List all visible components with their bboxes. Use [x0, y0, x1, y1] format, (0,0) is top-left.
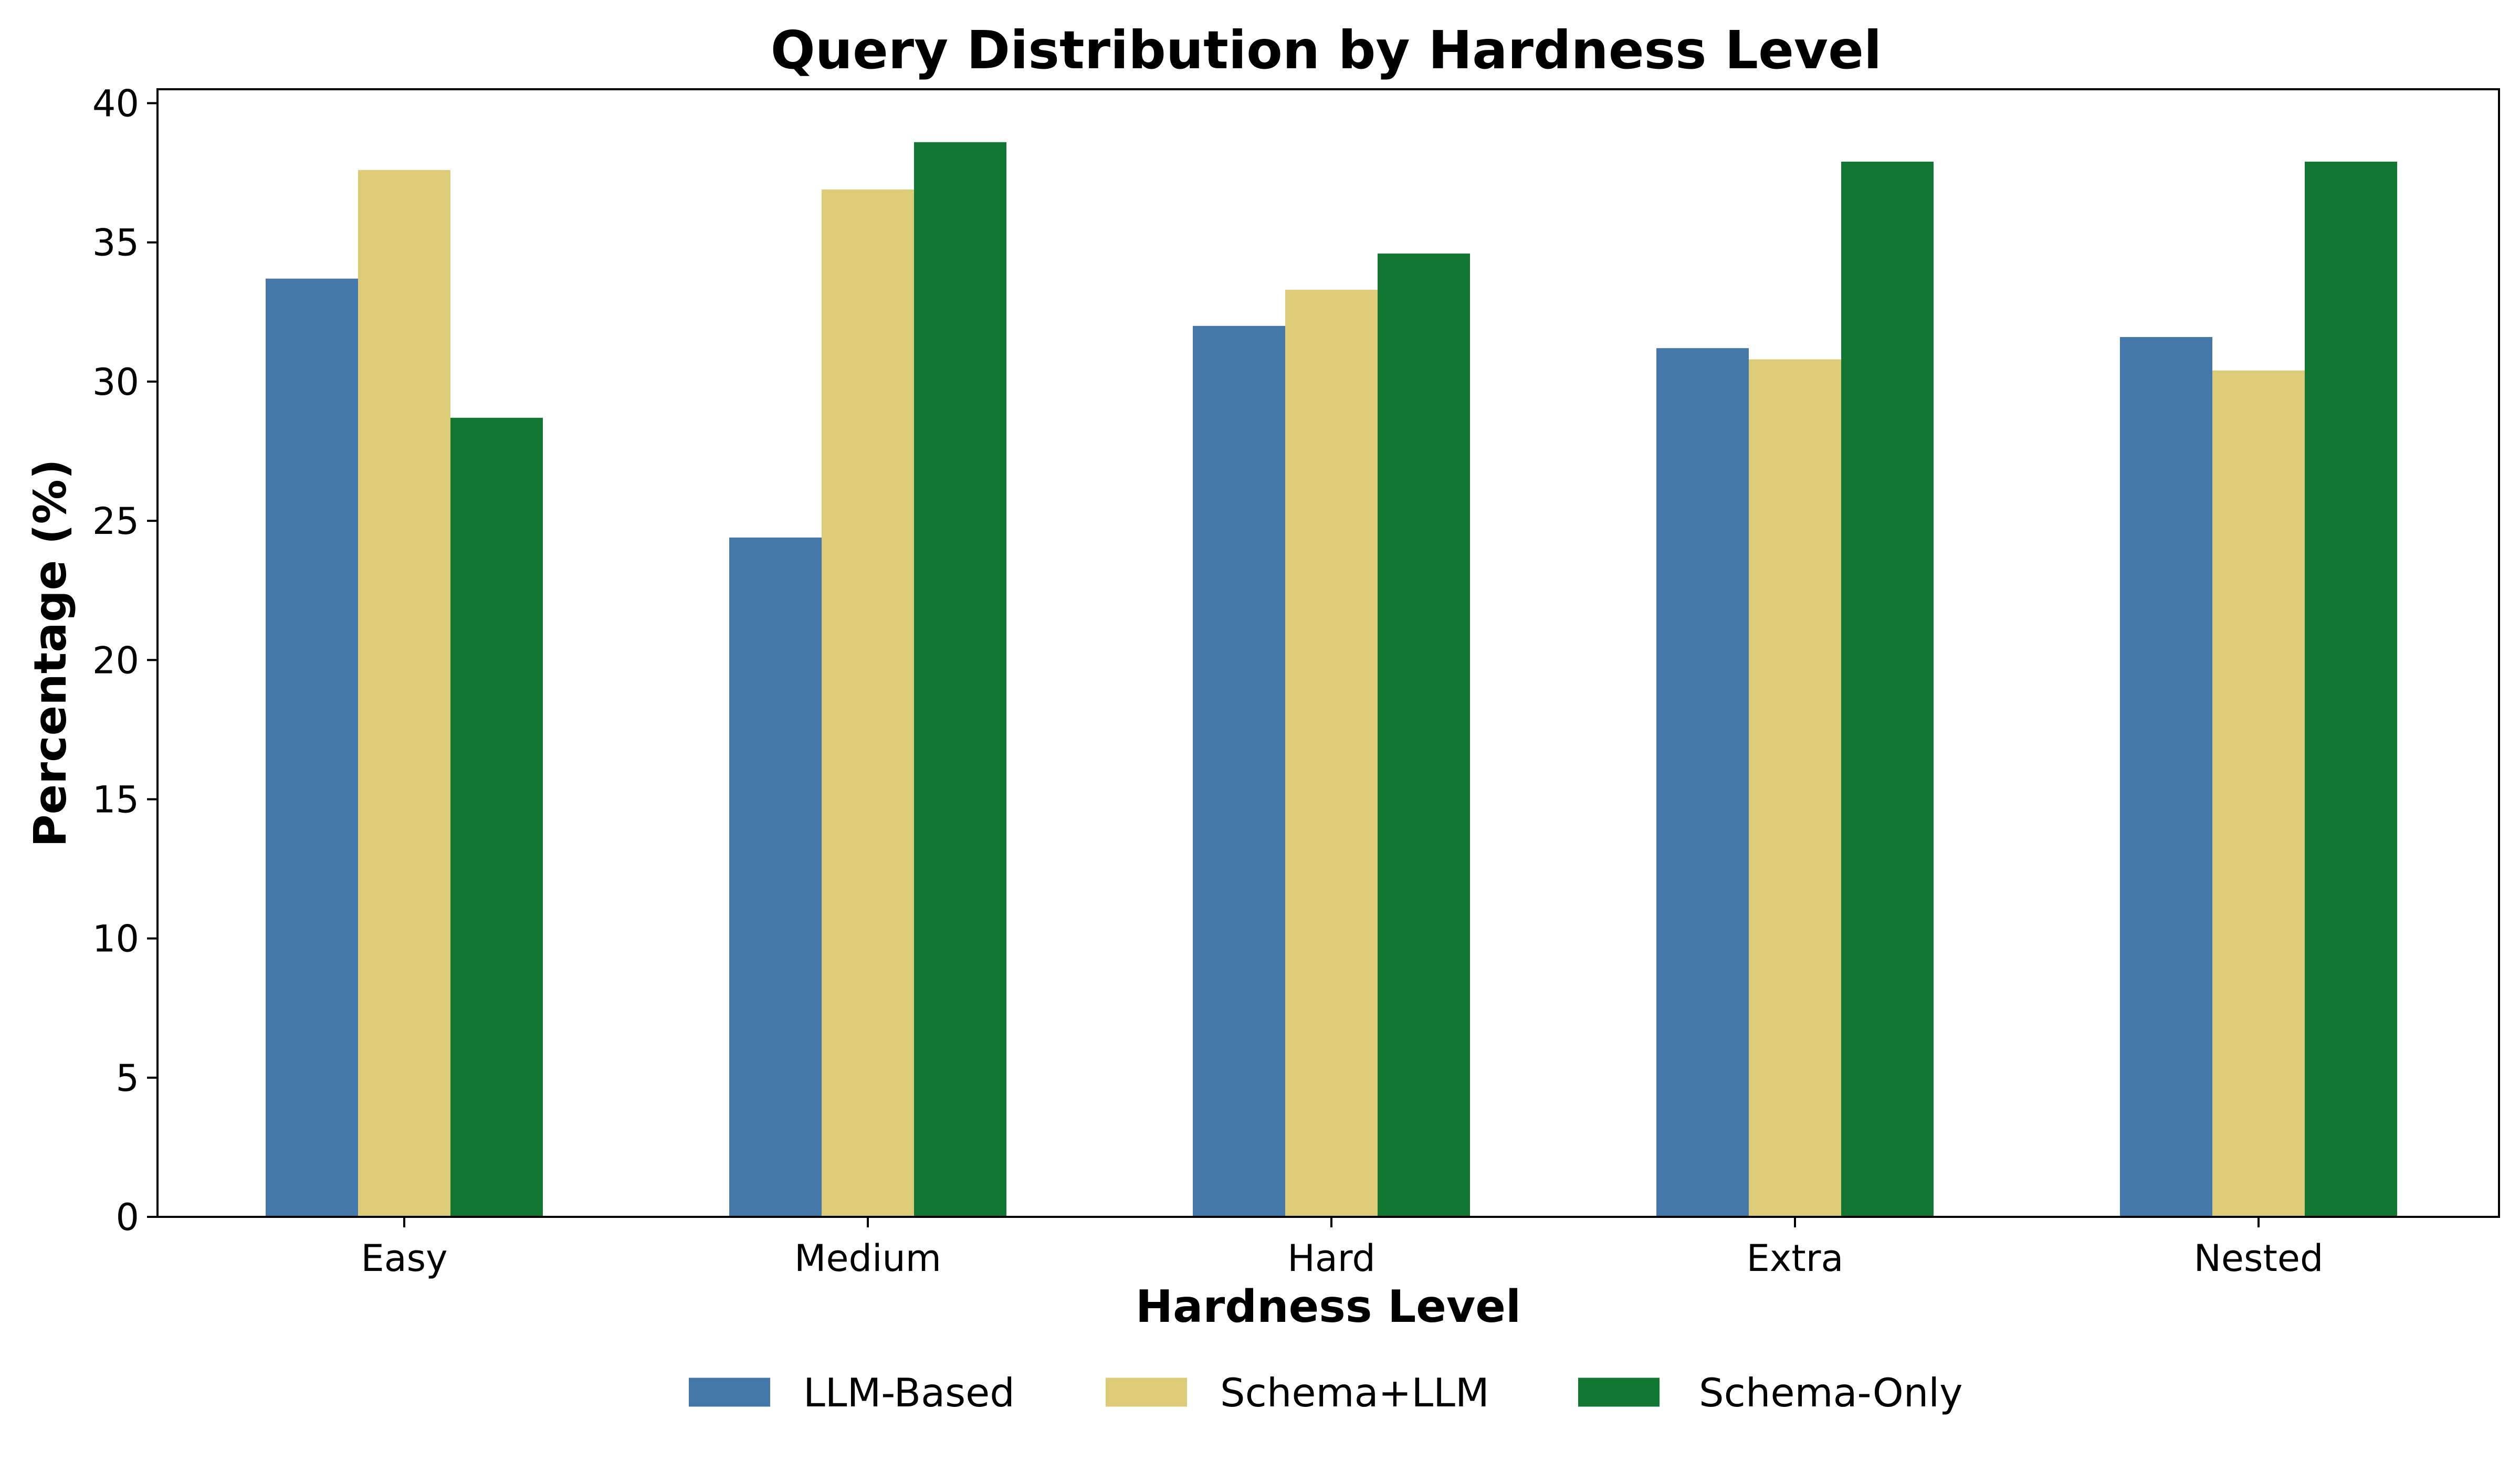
bar-schema-llm-easy: [358, 170, 450, 1217]
bar-schema-llm-extra: [1749, 359, 1841, 1217]
bar-schema-llm-nested: [2212, 370, 2305, 1217]
bar-schema-only-nested: [2305, 161, 2397, 1217]
chart-title: Query Distribution by Hardness Level: [771, 19, 1882, 81]
bar-schema-only-extra: [1841, 161, 1934, 1217]
bar-schema-only-easy: [450, 417, 543, 1217]
x-axis-label: Hardness Level: [1136, 1281, 1521, 1333]
y-axis-ticks: 0 5 10 15 20 25 30 35 40: [92, 82, 158, 1239]
legend-swatch-schema-only: [1578, 1378, 1660, 1407]
plot-frame: [156, 88, 2500, 1218]
bar-schema-llm-medium: [822, 189, 914, 1217]
legend-swatch-llm-based: [689, 1378, 770, 1407]
bar-llm-based-extra: [1656, 348, 1749, 1217]
x-tick-label: Medium: [794, 1237, 941, 1280]
y-tick-label: 5: [116, 1057, 139, 1100]
legend-swatch-schema-llm: [1106, 1378, 1187, 1407]
x-tick-label: Easy: [361, 1237, 447, 1280]
legend-label-llm-based: LLM-Based: [803, 1370, 1015, 1416]
bar-schema-only-hard: [1378, 253, 1470, 1217]
bar-schema-only-medium: [914, 142, 1006, 1217]
bar-llm-based-hard: [1193, 325, 1285, 1217]
x-tick-label: Nested: [2194, 1237, 2324, 1280]
y-tick-label: 25: [92, 500, 139, 543]
y-tick-label: 30: [92, 361, 139, 404]
legend: LLM-Based Schema+LLM Schema-Only: [689, 1370, 1962, 1416]
legend-label-schema-llm: Schema+LLM: [1220, 1370, 1489, 1416]
y-tick-label: 0: [116, 1196, 139, 1239]
legend-label-schema-only: Schema-Only: [1699, 1370, 1962, 1416]
x-axis-ticks: Easy Medium Hard Extra Nested: [361, 1217, 2323, 1280]
bar-schema-llm-hard: [1285, 289, 1378, 1217]
plot-area: 0 5 10 15 20 25 30 35 40 Easy Medium Hard Extra Nest…: [92, 82, 2500, 1280]
y-tick-label: 20: [92, 639, 139, 682]
x-tick-label: Hard: [1287, 1237, 1376, 1280]
bars-layer: [266, 142, 2397, 1217]
y-axis-label: Percentage (%): [25, 459, 77, 847]
y-tick-label: 15: [92, 778, 139, 821]
x-tick-label: Extra: [1747, 1237, 1844, 1280]
bar-llm-based-easy: [266, 278, 358, 1217]
y-tick-label: 40: [92, 82, 139, 125]
bar-llm-based-medium: [729, 537, 822, 1217]
bar-llm-based-nested: [2120, 337, 2212, 1217]
y-tick-label: 10: [92, 918, 139, 961]
y-tick-label: 35: [92, 222, 139, 265]
